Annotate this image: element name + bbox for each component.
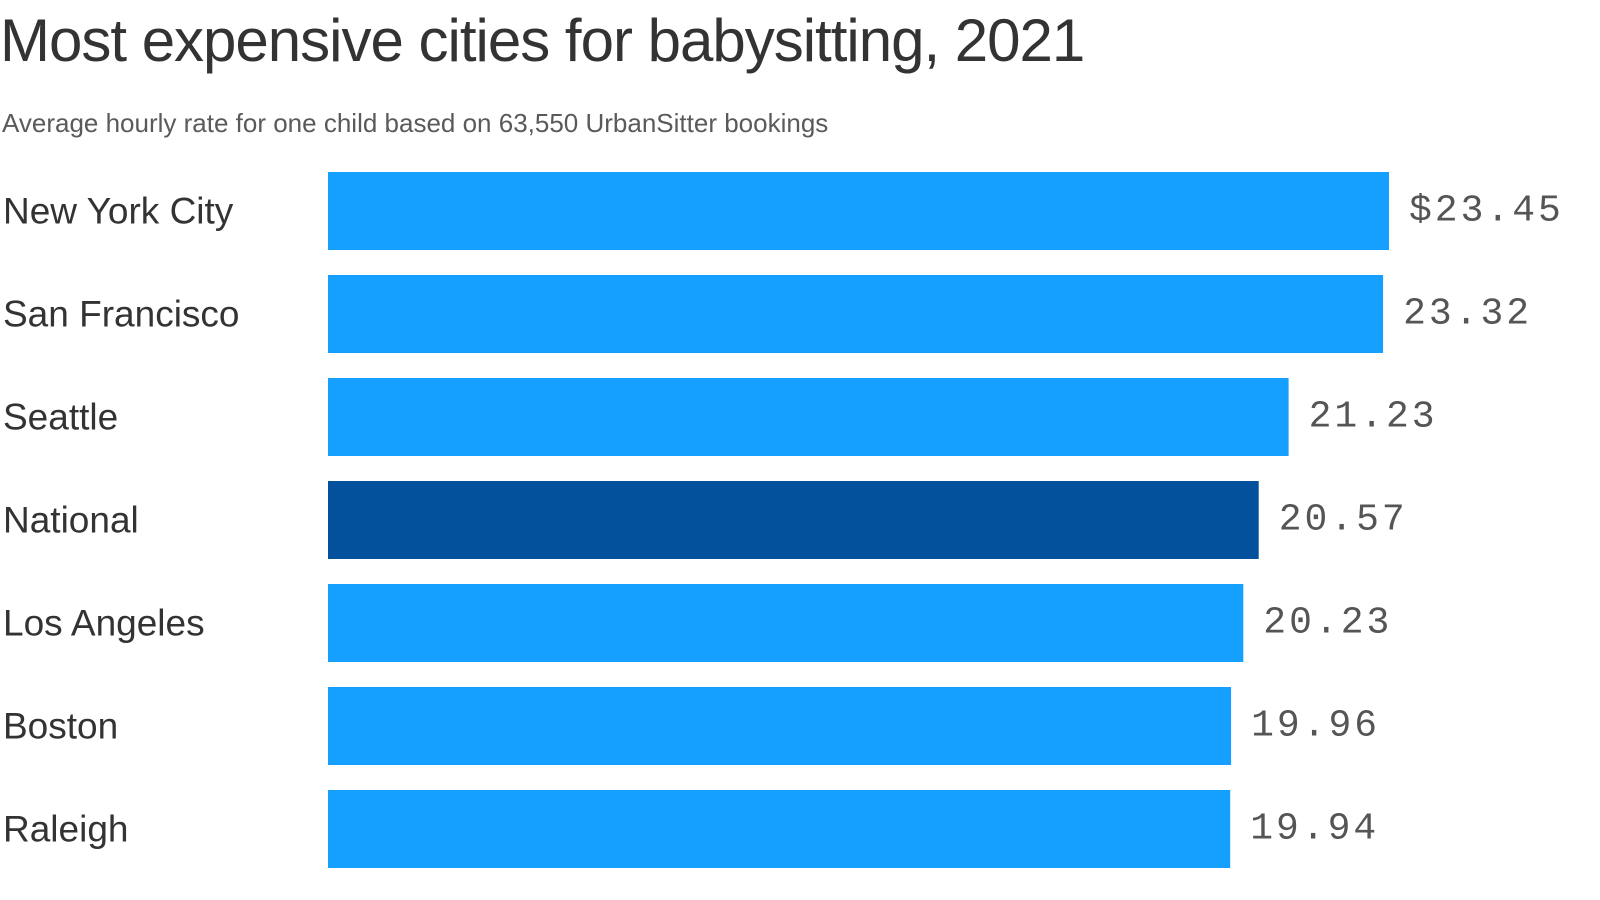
value-label: $23.45: [1409, 190, 1564, 233]
chart-title: Most expensive cities for babysitting, 2…: [0, 7, 1085, 74]
chart-subtitle: Average hourly rate for one child based …: [2, 108, 829, 138]
bar: [328, 378, 1289, 456]
value-label: 21.23: [1309, 396, 1438, 439]
value-label: 20.23: [1263, 602, 1392, 645]
value-label: 19.94: [1250, 808, 1379, 851]
bar-row: Seattle 21.23: [3, 378, 1438, 456]
value-label: 20.57: [1279, 499, 1408, 542]
bar: [328, 790, 1231, 868]
bar-row: San Francisco 23.32: [3, 275, 1532, 353]
bar-row: Raleigh 19.94: [3, 790, 1379, 868]
category-label: National: [3, 500, 139, 541]
bar-row: Boston 19.96: [3, 687, 1380, 765]
category-label: Raleigh: [3, 809, 128, 850]
bar-row: New York City $23.45: [3, 172, 1564, 250]
category-label: San Francisco: [3, 294, 240, 335]
bar-row: National 20.57: [3, 481, 1408, 559]
bar-highlight: [328, 481, 1259, 559]
bar: [328, 275, 1384, 353]
category-label: Boston: [3, 706, 118, 747]
bar: [328, 687, 1232, 765]
category-label: New York City: [3, 191, 234, 232]
bar: [328, 172, 1389, 250]
category-label: Seattle: [3, 397, 118, 438]
bars-group: New York City $23.45 San Francisco 23.32 Sea…: [3, 172, 1564, 868]
value-label: 23.32: [1403, 293, 1532, 336]
bar-row: Los Angeles 20.23: [3, 584, 1392, 662]
category-label: Los Angeles: [3, 603, 205, 644]
value-label: 19.96: [1251, 705, 1380, 748]
bar: [328, 584, 1244, 662]
